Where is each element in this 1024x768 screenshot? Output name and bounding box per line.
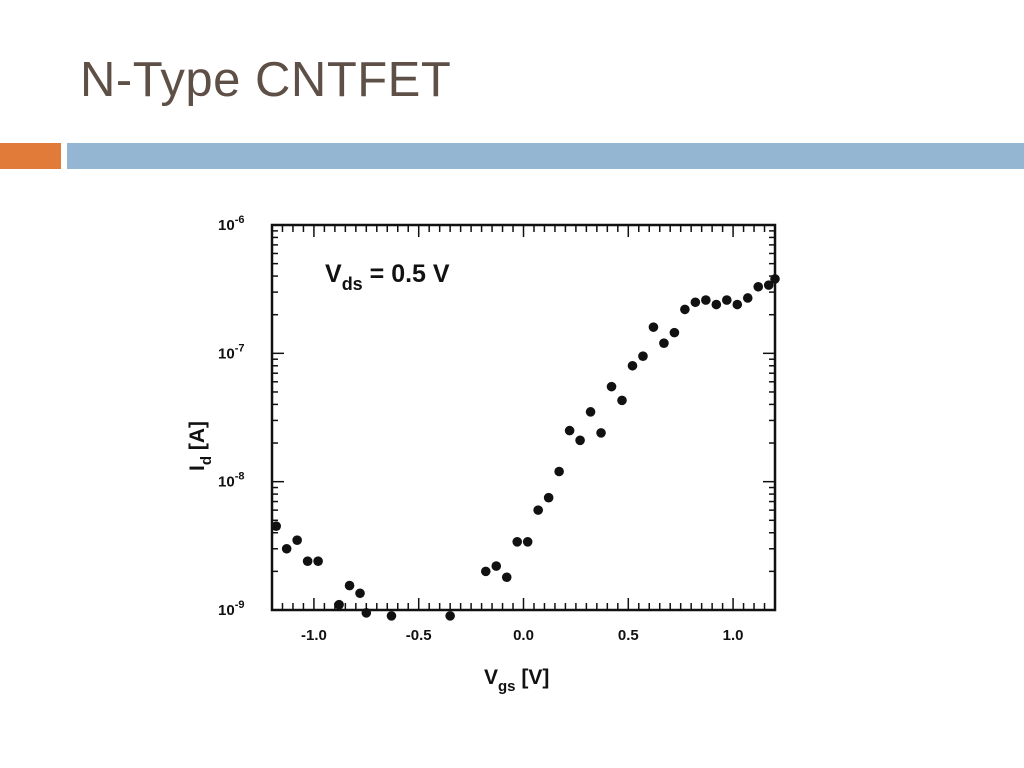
x-axis-title: Vgs [V] (484, 666, 549, 695)
data-point (669, 327, 680, 338)
data-point (575, 435, 585, 446)
data-point (742, 293, 753, 303)
data-point (480, 566, 491, 577)
y-tick-label: 10-9 (218, 599, 244, 619)
x-tick-label: -0.5 (406, 627, 432, 644)
data-point (271, 521, 281, 531)
data-point (522, 536, 533, 547)
x-tick-label: 1.0 (723, 627, 744, 644)
data-point (355, 588, 365, 599)
slide-title: N-Type CNTFET (80, 53, 452, 107)
data-point (501, 572, 512, 583)
chart-annotation: Vds = 0.5 V (325, 260, 450, 294)
data-point (627, 360, 638, 371)
x-tick-label: 0.0 (513, 627, 534, 644)
data-point (690, 297, 701, 308)
data-point (721, 295, 732, 305)
data-point (533, 505, 543, 515)
y-axis-title: Id [A] (186, 421, 215, 471)
data-point (302, 556, 313, 567)
data-point (445, 611, 455, 621)
data-point (606, 381, 617, 392)
tick-labels: -1.0 -0.5 0.0 0.5 1.0 10-9 10-8 10-7 10-6 (218, 214, 744, 644)
data-point (281, 543, 292, 554)
data-point (711, 299, 722, 310)
data-point (334, 599, 344, 610)
accent-bar-orange (0, 143, 61, 169)
data-point (543, 492, 554, 503)
data-point (292, 535, 302, 545)
data-point (512, 536, 523, 547)
data-point (770, 274, 780, 284)
data-point (732, 299, 743, 310)
data-point (648, 322, 659, 332)
data-point (753, 281, 764, 292)
data-point (659, 338, 669, 348)
x-tick-label: -1.0 (301, 627, 327, 644)
x-tick-label: 0.5 (618, 627, 639, 644)
data-point (585, 407, 596, 417)
data-points (271, 274, 780, 621)
y-tick-label: 10-8 (218, 471, 244, 491)
data-point (313, 556, 323, 567)
data-point (763, 280, 774, 290)
data-point (680, 304, 690, 315)
data-point (617, 395, 627, 406)
data-point (554, 466, 564, 477)
data-point (596, 428, 606, 438)
data-point (638, 351, 648, 361)
data-point (564, 425, 575, 436)
accent-bar-blue (67, 143, 1024, 169)
data-point (386, 611, 397, 621)
data-point (344, 580, 355, 591)
y-tick-label: 10-7 (218, 342, 244, 362)
data-point (701, 295, 711, 305)
y-tick-label: 10-6 (218, 214, 244, 234)
data-point (361, 608, 372, 618)
data-point (491, 561, 502, 571)
